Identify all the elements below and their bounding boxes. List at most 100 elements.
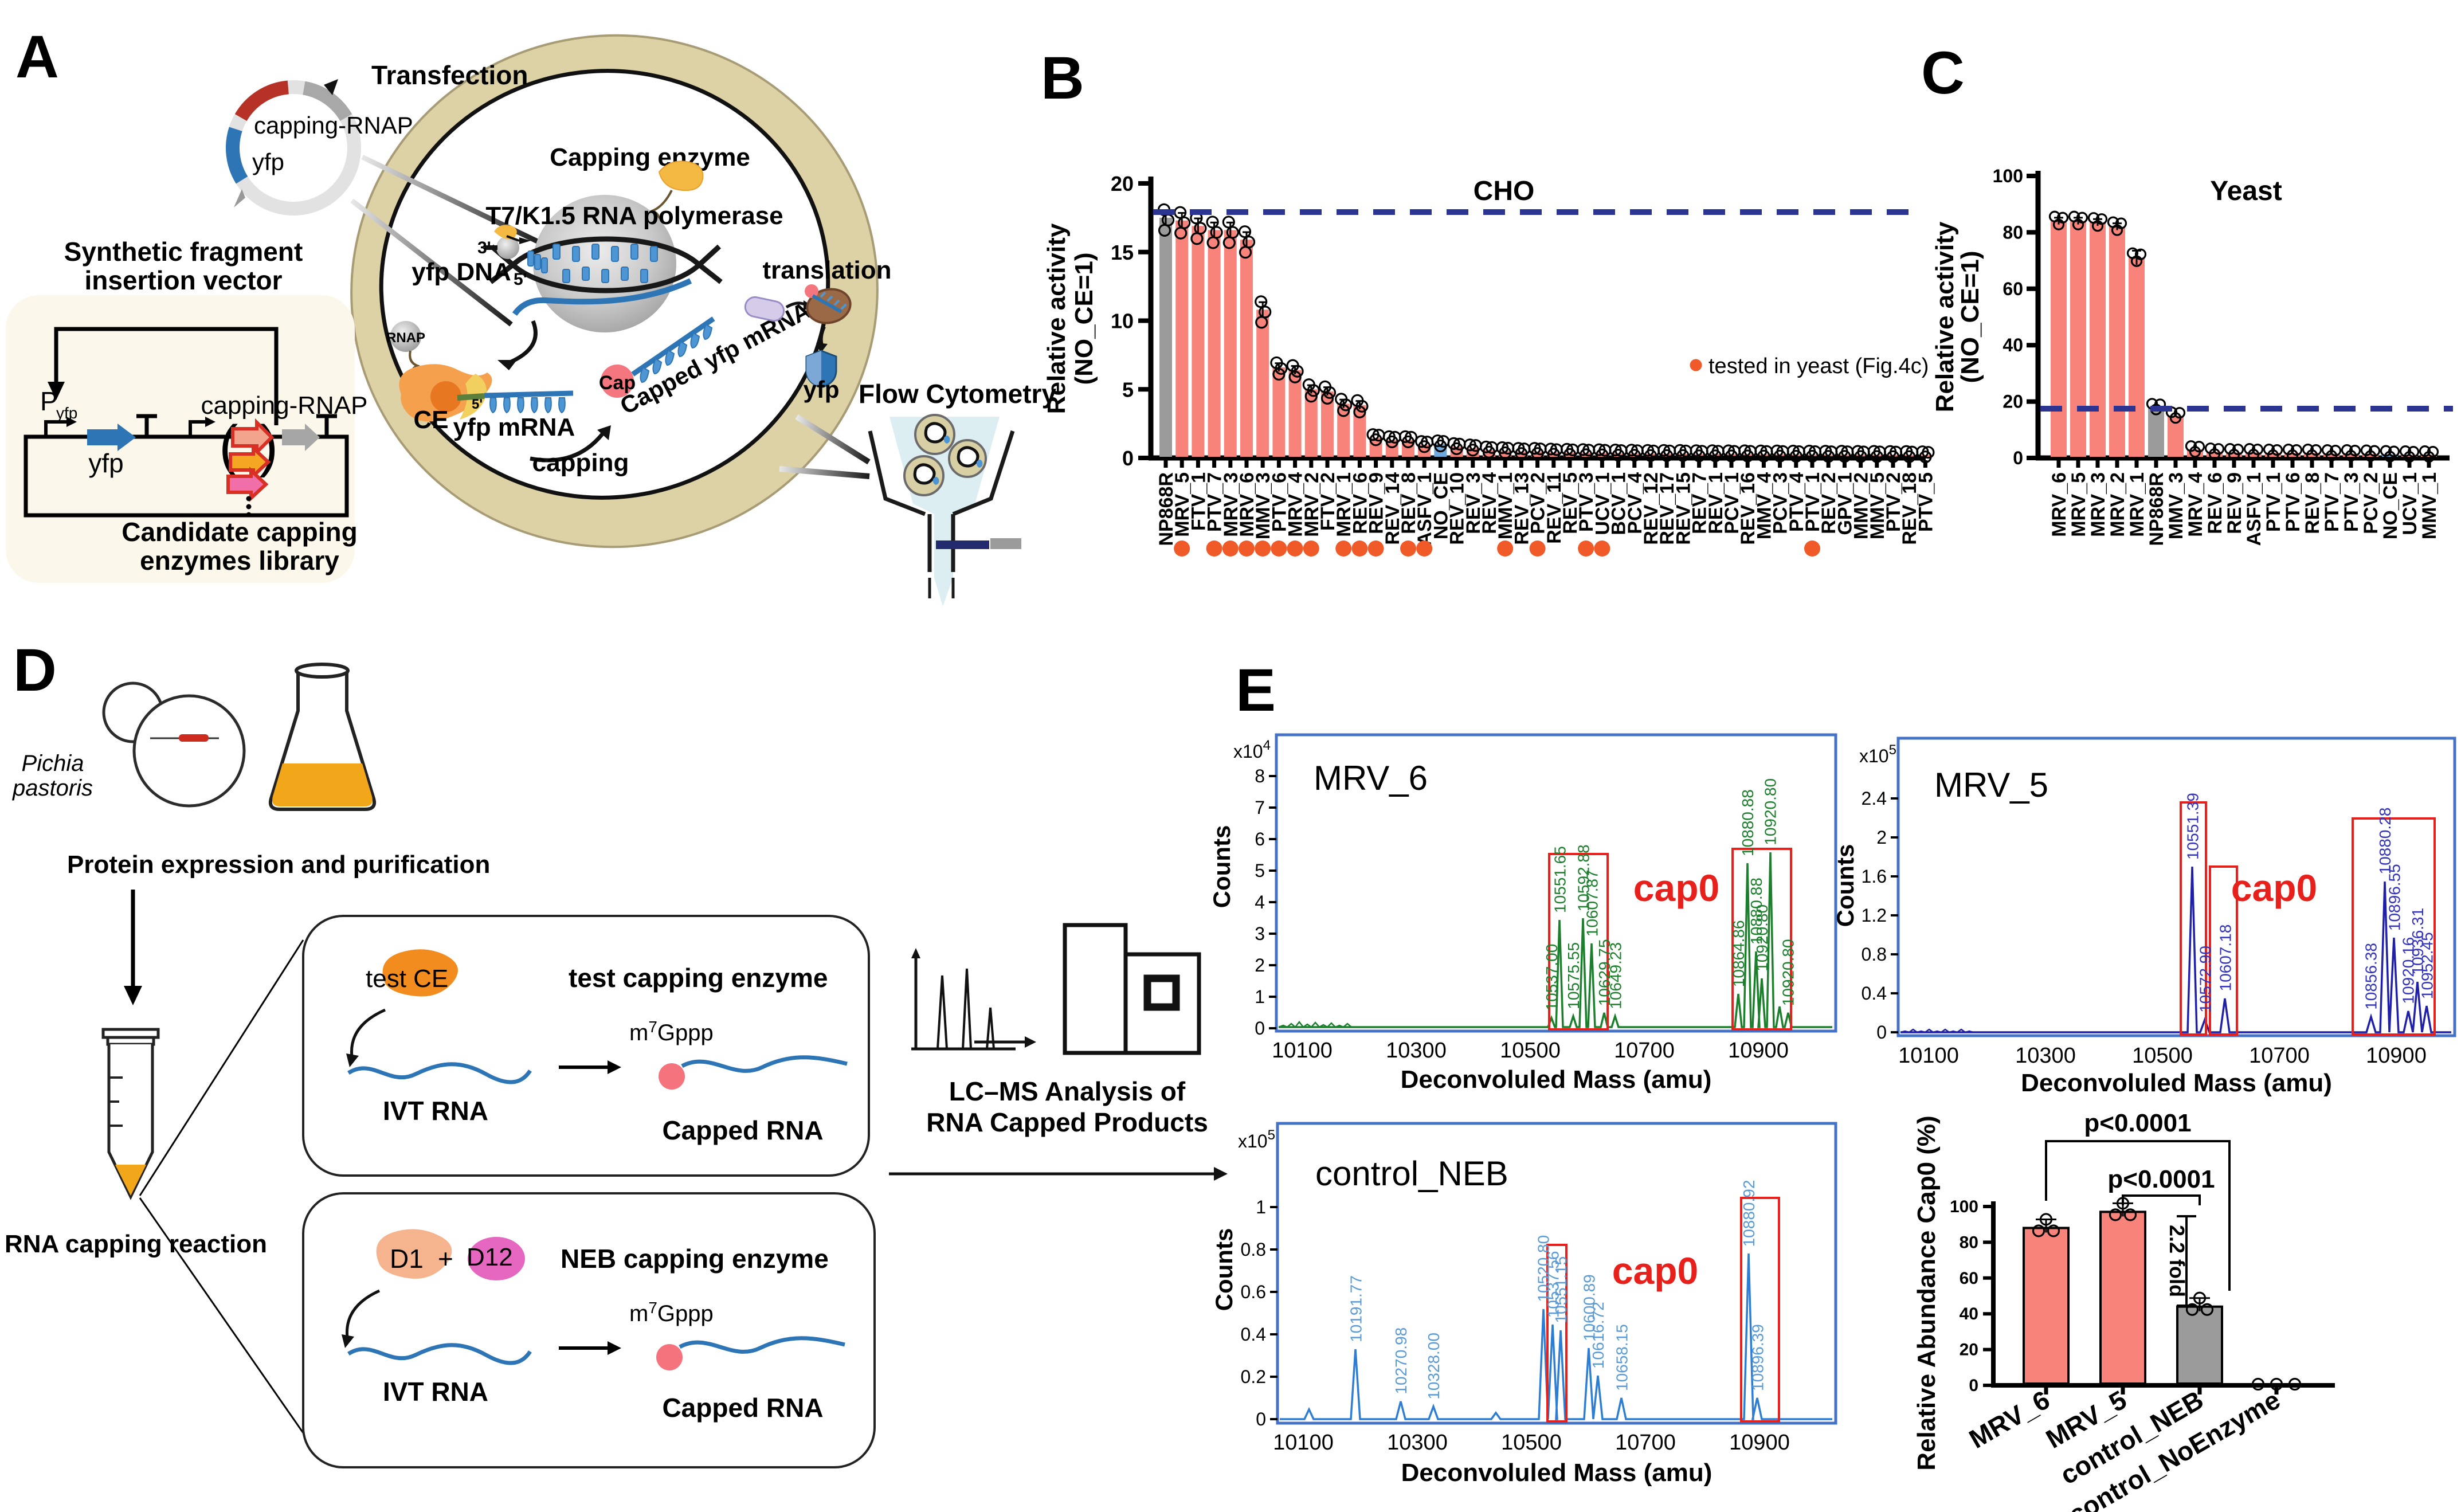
svg-text:Capped RNA: Capped RNA xyxy=(662,1393,823,1423)
svg-text:MRV_5: MRV_5 xyxy=(2068,472,2090,537)
svg-text:RNA capping reaction: RNA capping reaction xyxy=(5,1230,267,1258)
svg-text:10880.28: 10880.28 xyxy=(2376,808,2394,875)
svg-text:10537.56: 10537.56 xyxy=(1544,1251,1562,1318)
svg-text:10629.75: 10629.75 xyxy=(1596,939,1613,1006)
svg-text:D: D xyxy=(13,637,57,704)
svg-text:Pichia: Pichia xyxy=(22,751,84,776)
svg-text:MRV_4: MRV_4 xyxy=(1285,472,1307,537)
svg-text:T7/K1.5 RNA polymerase: T7/K1.5 RNA polymerase xyxy=(485,202,783,230)
svg-text:80: 80 xyxy=(2002,222,2023,242)
svg-text:5: 5 xyxy=(1255,860,1265,881)
svg-text:REV_11: REV_11 xyxy=(1543,472,1565,544)
svg-text:10520.80: 10520.80 xyxy=(1535,1235,1553,1302)
svg-text:Transfection: Transfection xyxy=(371,60,528,90)
svg-text:REV_10: REV_10 xyxy=(1447,472,1468,545)
svg-text:REV_12: REV_12 xyxy=(1640,472,1662,545)
svg-text:10300: 10300 xyxy=(1387,1431,1448,1455)
svg-text:IVT RNA: IVT RNA xyxy=(383,1377,488,1407)
svg-text:MRV_3: MRV_3 xyxy=(1220,472,1242,537)
svg-text:FTV_2: FTV_2 xyxy=(1317,472,1339,531)
svg-text:MMV_2: MMV_2 xyxy=(1851,472,1872,539)
svg-text:MRV_3: MRV_3 xyxy=(2087,472,2109,537)
svg-text:40: 40 xyxy=(1960,1305,1978,1323)
svg-text:cap0: cap0 xyxy=(1612,1249,1698,1292)
svg-text:10936.31: 10936.31 xyxy=(2409,908,2427,975)
svg-text:5: 5 xyxy=(1122,378,1134,401)
svg-text:NP868R: NP868R xyxy=(1155,472,1177,546)
svg-text:capping: capping xyxy=(532,449,629,477)
svg-text:0: 0 xyxy=(1969,1376,1978,1395)
svg-text:REV_6: REV_6 xyxy=(1349,472,1371,534)
svg-text:test capping enzyme: test capping enzyme xyxy=(569,963,828,993)
svg-text:1: 1 xyxy=(1255,986,1265,1007)
svg-text:10700: 10700 xyxy=(2249,1044,2310,1068)
svg-text:test CE: test CE xyxy=(366,965,448,993)
svg-text:insertion vector: insertion vector xyxy=(84,265,282,295)
svg-text:10649.23: 10649.23 xyxy=(1606,942,1624,1009)
svg-text:REV_5: REV_5 xyxy=(1559,472,1581,534)
svg-text:BCV_1: BCV_1 xyxy=(1608,472,1630,535)
svg-text:MRV_6: MRV_6 xyxy=(1236,472,1258,537)
svg-text:10328.00: 10328.00 xyxy=(1425,1333,1443,1400)
svg-text:5': 5' xyxy=(472,397,483,412)
svg-text:1.6: 1.6 xyxy=(1862,866,1887,887)
svg-text:NEB capping enzyme: NEB capping enzyme xyxy=(561,1244,829,1274)
svg-text:40: 40 xyxy=(2002,335,2023,355)
svg-text:20: 20 xyxy=(1111,172,1134,195)
svg-text:20: 20 xyxy=(2002,391,2023,412)
svg-text:GPV_1: GPV_1 xyxy=(1834,472,1856,535)
svg-text:Cap: Cap xyxy=(599,372,636,394)
svg-text:10952.45: 10952.45 xyxy=(2418,932,2436,999)
svg-text:+: + xyxy=(438,1244,453,1274)
svg-text:NO_CE: NO_CE xyxy=(1430,472,1452,539)
svg-text:RNA Capped Products: RNA Capped Products xyxy=(926,1107,1208,1137)
svg-text:capping-RNAP: capping-RNAP xyxy=(201,391,367,420)
svg-text:5': 5' xyxy=(514,270,527,289)
svg-text:10700: 10700 xyxy=(1614,1039,1675,1063)
svg-text:10920.16: 10920.16 xyxy=(2400,937,2417,1004)
svg-text:REV_17: REV_17 xyxy=(1656,472,1678,545)
svg-text:x105: x105 xyxy=(1238,1127,1275,1151)
svg-text:REV_1: REV_1 xyxy=(1705,472,1727,534)
svg-text:enzymes library: enzymes library xyxy=(140,546,339,575)
svg-text:MMV_1: MMV_1 xyxy=(2419,472,2440,539)
svg-text:yfp DNA: yfp DNA xyxy=(412,258,511,286)
svg-text:Deconvoluled Mass (amu): Deconvoluled Mass (amu) xyxy=(1401,1066,1712,1094)
svg-text:0: 0 xyxy=(1876,1022,1887,1043)
svg-text:NP868R: NP868R xyxy=(2146,472,2168,546)
svg-text:MRV_1: MRV_1 xyxy=(2126,472,2148,537)
svg-text:10500: 10500 xyxy=(1500,1039,1561,1063)
svg-text:10607.18: 10607.18 xyxy=(2216,925,2234,992)
svg-text:PCV_2: PCV_2 xyxy=(1527,472,1549,534)
svg-text:10537.00: 10537.00 xyxy=(1543,944,1561,1011)
svg-text:MRV_5: MRV_5 xyxy=(1171,472,1193,537)
svg-text:100: 100 xyxy=(1993,166,2023,186)
svg-text:PCV_3: PCV_3 xyxy=(1770,472,1792,534)
svg-text:2: 2 xyxy=(1876,827,1887,848)
svg-text:10500: 10500 xyxy=(1501,1431,1562,1455)
svg-text:10880.92: 10880.92 xyxy=(1740,1180,1758,1247)
svg-text:10896.39: 10896.39 xyxy=(1749,1324,1766,1391)
svg-text:REV_16: REV_16 xyxy=(1737,472,1759,545)
svg-text:10100: 10100 xyxy=(1273,1431,1334,1455)
svg-text:RNAP: RNAP xyxy=(386,330,425,346)
svg-text:REV_3: REV_3 xyxy=(1463,472,1484,534)
svg-text:10575.55: 10575.55 xyxy=(1565,942,1582,1009)
svg-text:yfp: yfp xyxy=(804,376,840,403)
svg-text:p<0.0001: p<0.0001 xyxy=(2084,1109,2191,1137)
svg-text:PTV_6: PTV_6 xyxy=(2282,472,2304,532)
svg-text:Capped RNA: Capped RNA xyxy=(662,1115,823,1145)
svg-text:REV_4: REV_4 xyxy=(1479,472,1500,534)
svg-text:REV_8: REV_8 xyxy=(2302,472,2323,534)
svg-text:10551.39: 10551.39 xyxy=(2184,793,2201,860)
svg-text:10: 10 xyxy=(1111,310,1134,333)
svg-text:m7Gppp: m7Gppp xyxy=(629,1018,714,1045)
svg-text:0: 0 xyxy=(1255,1018,1265,1039)
svg-text:CE: CE xyxy=(413,406,448,434)
svg-text:PTV_7: PTV_7 xyxy=(2321,472,2343,532)
svg-text:MRV_2: MRV_2 xyxy=(2107,472,2129,537)
svg-text:10880.88: 10880.88 xyxy=(1739,789,1757,856)
svg-text:10300: 10300 xyxy=(2015,1044,2076,1068)
svg-text:PTV_2: PTV_2 xyxy=(1883,472,1904,532)
svg-text:FTV_1: FTV_1 xyxy=(1188,472,1209,531)
